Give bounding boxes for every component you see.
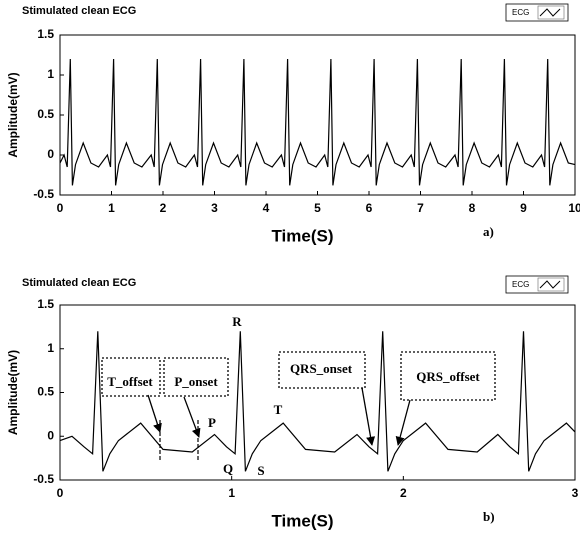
x-tick-label: 10 bbox=[568, 201, 580, 215]
annotation: T bbox=[274, 402, 283, 417]
y-tick-label: 0 bbox=[47, 428, 54, 442]
annotation-box bbox=[101, 357, 161, 397]
annotation: R bbox=[232, 314, 242, 329]
annotation: P bbox=[208, 415, 216, 430]
y-tick-label: -0.5 bbox=[33, 187, 54, 201]
legend-swatch-box bbox=[537, 5, 565, 20]
y-tick-label: 1 bbox=[47, 67, 54, 81]
annotation-arrow bbox=[147, 394, 162, 433]
annotation-box bbox=[278, 351, 366, 389]
annotation-box bbox=[163, 357, 229, 397]
y-tick-label: 1 bbox=[47, 341, 54, 355]
chart-title: Stimulated clean ECG bbox=[22, 5, 136, 17]
panel-label: a) bbox=[483, 224, 494, 239]
legend-label: ECG bbox=[512, 8, 529, 17]
annotation: T_offset bbox=[107, 374, 153, 389]
annotation: Q bbox=[223, 461, 233, 476]
panel-label: b) bbox=[483, 509, 495, 524]
plot-frame bbox=[59, 34, 576, 196]
x-tick-label: 2 bbox=[400, 486, 407, 500]
x-tick-label: 3 bbox=[572, 486, 579, 500]
x-tick-label: 3 bbox=[211, 201, 218, 215]
x-tick-label: 1 bbox=[108, 201, 115, 215]
legend-swatch bbox=[539, 280, 561, 289]
x-tick-label: 2 bbox=[160, 201, 167, 215]
y-tick-label: -0.5 bbox=[33, 472, 54, 486]
x-tick-label: 8 bbox=[469, 201, 476, 215]
x-tick-label: 7 bbox=[417, 201, 424, 215]
legend: ECG bbox=[505, 3, 569, 22]
x-axis-label: Time(S) bbox=[271, 511, 333, 530]
y-tick-label: 0 bbox=[47, 147, 54, 161]
annotation-arrow bbox=[361, 387, 376, 446]
annotation-box bbox=[400, 351, 496, 401]
ecg-line bbox=[59, 58, 576, 186]
annotation: S bbox=[257, 463, 264, 478]
y-tick-label: 1.5 bbox=[37, 297, 54, 311]
x-tick-label: 6 bbox=[366, 201, 373, 215]
legend-swatch-box bbox=[537, 277, 565, 292]
x-tick-label: 0 bbox=[57, 201, 64, 215]
y-tick-label: 1.5 bbox=[37, 27, 54, 41]
annotation: QRS_offset bbox=[416, 369, 480, 384]
y-axis-label: Amplitude(mV) bbox=[6, 350, 20, 435]
chart-title: Stimulated clean ECG bbox=[22, 277, 136, 289]
legend-label: ECG bbox=[512, 280, 529, 289]
annotation-arrow bbox=[395, 399, 411, 446]
x-tick-label: 0 bbox=[57, 486, 64, 500]
annotation: QRS_onset bbox=[290, 361, 353, 376]
x-tick-label: 9 bbox=[520, 201, 527, 215]
ecg-line bbox=[59, 331, 576, 472]
x-tick-label: 1 bbox=[228, 486, 235, 500]
x-tick-label: 5 bbox=[314, 201, 321, 215]
x-axis-label: Time(S) bbox=[271, 226, 333, 245]
legend-swatch bbox=[539, 8, 561, 17]
annotation-arrow bbox=[183, 396, 201, 438]
annotation: P_onset bbox=[174, 374, 218, 389]
legend: ECG bbox=[505, 275, 569, 294]
x-tick-label: 4 bbox=[263, 201, 270, 215]
y-axis-label: Amplitude(mV) bbox=[6, 72, 20, 157]
y-tick-label: 0.5 bbox=[37, 385, 54, 399]
y-tick-label: 0.5 bbox=[37, 107, 54, 121]
